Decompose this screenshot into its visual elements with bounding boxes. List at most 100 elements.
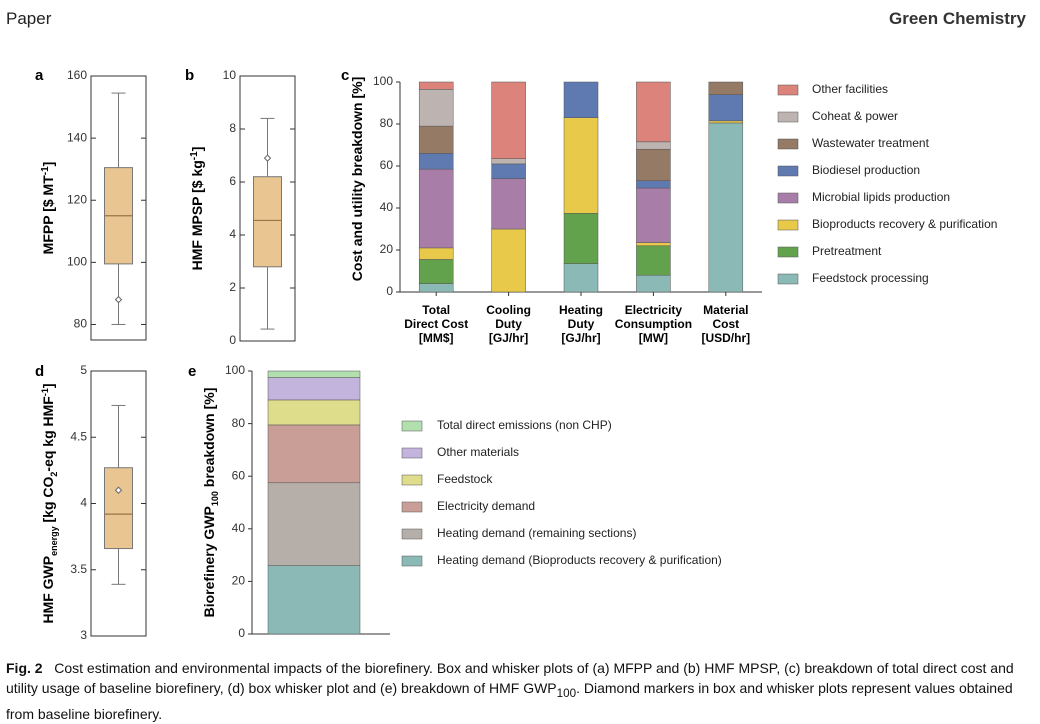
bar-segment — [418, 81, 454, 90]
bar-segment — [418, 153, 454, 170]
legend-swatch — [401, 447, 423, 459]
x-tick-label-line: Consumption — [615, 317, 692, 331]
x-tick-label-line: [GJ/hr] — [561, 331, 600, 345]
legend-c: Other facilities Coheat & power Wastewater… — [777, 82, 997, 285]
panel-label-a: a — [35, 67, 44, 84]
y-tick-label: 60 — [232, 468, 246, 482]
iqr-box — [104, 467, 133, 550]
bar-segment — [267, 565, 361, 635]
bar-segment — [491, 81, 526, 159]
box-plot-b: 0 2 4 6 8 10 HMF MPSP [$ kg-1] — [189, 68, 296, 347]
legend-label: Other materials — [437, 445, 519, 459]
y-axis-label-text-end: ] — [40, 162, 56, 167]
caption-text: Cost estimation and environmental impact… — [6, 660, 1014, 696]
x-tick-label-line: Material — [703, 303, 748, 317]
legend-swatch — [401, 501, 423, 513]
y-tick-label: 4 — [80, 496, 87, 510]
bar-segment — [636, 242, 671, 247]
bar-segment — [418, 89, 454, 127]
panel-label-b: b — [185, 67, 194, 84]
y-axis-label-sub: 100 — [210, 491, 220, 506]
y-axis-label-text: Biorefinery GWP — [201, 506, 217, 617]
y-tick-label: 8 — [229, 121, 236, 135]
legend-label: Bioproducts recovery & purification — [812, 217, 997, 231]
x-tick-label: Heating Duty [GJ/hr] — [559, 303, 603, 345]
legend-swatch — [777, 192, 799, 204]
legend-label: Other facilities — [812, 82, 888, 96]
y-axis-label-sup: -1 — [40, 166, 51, 175]
caption-text-end: . Diamond markers in box and whisker plo… — [6, 680, 1013, 722]
y-tick-label: 0 — [386, 284, 393, 298]
legend-label: Heating demand (remaining sections) — [437, 526, 636, 540]
y-tick-label: 20 — [232, 574, 246, 588]
bar-segment — [491, 228, 526, 293]
y-tick-label: 40 — [232, 521, 246, 535]
bar-segment — [267, 482, 361, 566]
bar-segment — [708, 120, 744, 124]
x-tick-label-line: [MM$] — [419, 331, 454, 345]
y-tick-label: 100 — [373, 74, 393, 88]
legend-swatch — [401, 528, 423, 540]
bar-segment — [491, 178, 526, 230]
y-axis-label-text: [kg CO — [40, 476, 56, 526]
y-axis-label-sup: -1 — [189, 151, 200, 160]
y-tick-label: 60 — [380, 158, 394, 172]
y-tick-label: 6 — [229, 174, 236, 188]
y-axis-label: HMF GWPenergy [kg CO2-eq kg HMF-1] — [40, 383, 59, 623]
bar-segment — [418, 283, 454, 293]
x-tick-label-line: [GJ/hr] — [489, 331, 528, 345]
bar-segment — [563, 81, 599, 118]
x-tick-label: Material Cost [USD/hr] — [701, 303, 750, 345]
journal-name: Green Chemistry — [889, 9, 1026, 28]
x-tick-label-line: Cooling — [486, 303, 531, 317]
baseline-diamond — [114, 486, 123, 494]
y-axis-label-text: breakdown [%] — [201, 388, 217, 491]
x-tick-label-line: Electricity — [625, 303, 683, 317]
x-tick-label: Electricity Consumption [MW] — [615, 303, 692, 345]
y-tick-label: 80 — [74, 317, 88, 331]
baseline-diamond — [114, 295, 123, 304]
bar-segment — [267, 424, 361, 484]
y-tick-label: 100 — [67, 255, 87, 269]
y-tick-label: 80 — [232, 416, 246, 430]
box-plot-a: 80 100 120 140 160 MFPP [$ MT-1] — [40, 68, 147, 341]
y-tick-label: 0 — [229, 333, 236, 347]
y-tick-label: 2 — [229, 280, 236, 294]
legend-label: Total direct emissions (non CHP) — [437, 418, 612, 432]
legend-swatch — [777, 138, 799, 150]
y-axis-label-text: -eq kg HMF — [40, 396, 56, 472]
y-tick-label: 10 — [223, 68, 237, 82]
legend-label: Feedstock — [437, 472, 493, 486]
x-tick-label-line: [MW] — [639, 331, 668, 345]
bar-segment — [636, 245, 671, 276]
y-axis-label-text: ] — [40, 383, 56, 388]
legend-swatch — [777, 246, 799, 258]
panel-label-d: d — [35, 363, 44, 380]
y-tick-label: 140 — [67, 130, 87, 144]
y-tick-label: 3 — [80, 628, 87, 642]
legend-swatch — [401, 555, 423, 567]
bar-segment — [708, 94, 744, 122]
bar-segment — [708, 122, 744, 293]
legend-label: Electricity demand — [437, 499, 535, 513]
x-tick-label-line: Direct Cost — [404, 317, 468, 331]
legend-swatch — [401, 420, 423, 432]
legend-swatch — [401, 474, 423, 486]
legend-swatch — [777, 84, 799, 96]
caption-subscript: 100 — [556, 686, 577, 700]
bar-segment — [636, 148, 671, 181]
iqr-box — [253, 176, 282, 268]
x-tick-label-line: Total — [422, 303, 450, 317]
stacked-bar-chart-c: 0 20 40 60 80 100 Total Direct Cost [MM$] Cooling… — [349, 74, 997, 345]
x-tick-label-line: Heating — [559, 303, 603, 317]
y-tick-label: 40 — [380, 200, 394, 214]
y-tick-label: 4.5 — [70, 429, 87, 443]
plot-frame — [239, 75, 296, 342]
y-tick-label: 3.5 — [70, 562, 87, 576]
legend-swatch — [777, 111, 799, 123]
panel-label-e: e — [188, 363, 196, 380]
y-tick-label: 100 — [225, 363, 245, 377]
bar-segment — [418, 125, 454, 154]
y-axis-label: Biorefinery GWP100 breakdown [%] — [201, 388, 220, 618]
